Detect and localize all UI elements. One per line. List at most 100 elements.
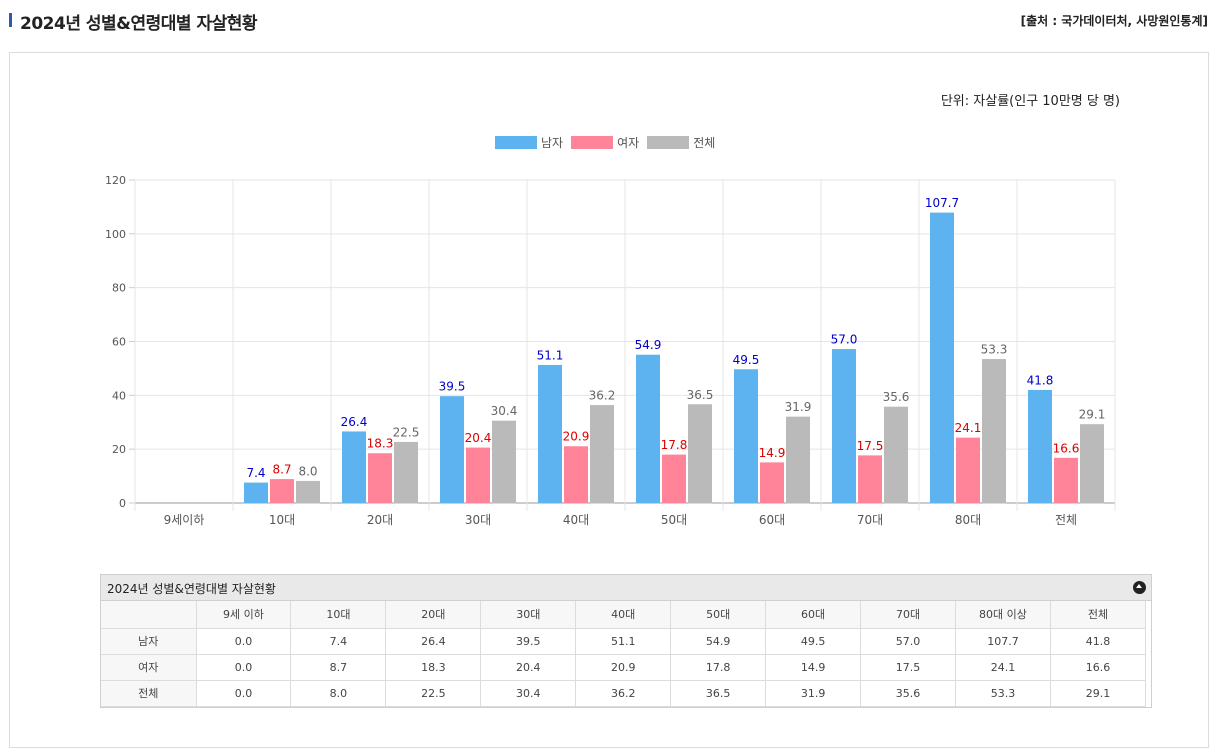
legend-item-female[interactable]: 여자	[571, 134, 639, 151]
table-cell: 24.1	[955, 654, 1051, 681]
legend-item-total[interactable]: 전체	[647, 134, 715, 151]
table-cell: 18.3	[385, 654, 482, 681]
bar-female	[858, 455, 882, 504]
legend-swatch-total	[647, 135, 690, 149]
legend-label-total: 전체	[693, 135, 716, 150]
source-citation: [출처 : 국가데이터처, 사망원인통계]	[1020, 14, 1208, 28]
x-tick-label: 50대	[661, 513, 687, 527]
bar-total	[1080, 424, 1104, 504]
table-row: 전체 0.0 8.0 22.5 30.4 36.2 36.5 31.9 35.6…	[101, 680, 1147, 707]
x-tick-label: 70대	[857, 513, 883, 527]
legend-label-male: 남자	[541, 135, 564, 150]
bar-total	[394, 441, 418, 504]
data-label-total: 8.0	[298, 464, 317, 478]
x-tick-label: 20대	[367, 513, 393, 527]
y-tick-label: 20	[112, 443, 126, 456]
page-header: 2024년 성별&연령대별 자살현황 [출처 : 국가데이터처, 사망원인통계]	[0, 0, 1220, 40]
page-title: 2024년 성별&연령대별 자살현황	[20, 14, 258, 34]
legend-label-female: 여자	[617, 135, 640, 150]
table-cell: 57.0	[860, 628, 956, 655]
y-tick-label: 120	[105, 174, 126, 187]
data-label-male: 26.4	[341, 415, 368, 429]
table-cell: 53.3	[955, 680, 1051, 707]
bar-male	[1028, 389, 1052, 504]
bar-total	[786, 416, 810, 504]
table-cell: 26.4	[385, 628, 482, 655]
data-label-male: 57.0	[831, 333, 858, 347]
table-header-cell: 9세 이하	[196, 601, 292, 629]
title-accent-bar	[9, 13, 12, 27]
x-tick-label: 80대	[955, 513, 981, 527]
x-tick-label: 60대	[759, 513, 785, 527]
data-label-total: 31.9	[785, 400, 812, 414]
data-label-total: 35.6	[883, 390, 910, 404]
table-cell: 31.9	[765, 680, 862, 707]
bar-male	[734, 369, 758, 504]
table-title: 2024년 성별&연령대별 자살현황	[107, 582, 276, 596]
bar-female	[956, 437, 980, 504]
table-header-bar[interactable]: 2024년 성별&연령대별 자살현황	[101, 575, 1151, 601]
chart-legend: 남자 여자 전체	[495, 133, 723, 151]
y-tick-label: 100	[105, 228, 126, 241]
table-header-cell: 20대	[385, 601, 482, 629]
y-tick-label: 40	[112, 389, 126, 402]
data-label-total: 29.1	[1079, 408, 1106, 422]
x-tick-label: 10대	[269, 513, 295, 527]
data-label-total: 36.5	[687, 388, 714, 402]
data-label-male: 39.5	[439, 380, 466, 394]
data-label-female: 16.6	[1053, 441, 1080, 455]
table-header-row: 9세 이하 10대 20대 30대 40대 50대 60대 70대 80대 이상…	[101, 601, 1147, 629]
table-cell: 36.2	[575, 680, 672, 707]
table-cell: 0.0	[196, 628, 292, 655]
table-cell: 35.6	[860, 680, 956, 707]
data-label-total: 30.4	[491, 404, 518, 418]
bar-total	[688, 404, 712, 504]
table-cell: 14.9	[765, 654, 862, 681]
collapse-icon[interactable]	[1133, 581, 1146, 594]
table-cell: 51.1	[575, 628, 672, 655]
bar-total	[884, 406, 908, 504]
data-label-female: 8.7	[272, 463, 291, 477]
bar-female	[1054, 457, 1078, 504]
legend-item-male[interactable]: 남자	[495, 134, 563, 151]
x-tick-label: 40대	[563, 513, 589, 527]
data-label-female: 24.1	[955, 421, 982, 435]
bar-total	[590, 405, 614, 504]
data-label-male: 107.7	[925, 196, 959, 210]
table-row-label: 전체	[101, 680, 197, 707]
bar-total	[296, 480, 320, 504]
data-label-male: 51.1	[537, 348, 564, 362]
data-table-box: 2024년 성별&연령대별 자살현황 9세 이하 10대 20대 30대 40대…	[100, 574, 1152, 708]
x-tick-label: 30대	[465, 513, 491, 527]
legend-swatch-male	[495, 135, 537, 149]
data-label-female: 17.5	[857, 439, 884, 453]
table-row: 여자 0.0 8.7 18.3 20.4 20.9 17.8 14.9 17.5…	[101, 654, 1147, 681]
data-label-male: 41.8	[1027, 373, 1054, 387]
table-header-cell: 70대	[860, 601, 956, 629]
data-label-female: 20.9	[563, 430, 590, 444]
data-label-male: 7.4	[246, 466, 265, 480]
table-header-cell: 30대	[480, 601, 577, 629]
table-cell: 0.0	[196, 680, 292, 707]
table-cell: 16.6	[1050, 654, 1147, 681]
bar-female	[760, 462, 784, 504]
table-header-cell: 전체	[1050, 601, 1147, 629]
table-header-cell: 10대	[290, 601, 387, 629]
y-tick-label: 60	[112, 336, 126, 349]
table-cell: 0.0	[196, 654, 292, 681]
table-cell: 17.5	[860, 654, 956, 681]
table-row-label: 여자	[101, 654, 197, 681]
bar-male	[440, 396, 464, 504]
table-header-cell: 60대	[765, 601, 862, 629]
data-label-male: 54.9	[635, 338, 662, 352]
table-row: 남자 0.0 7.4 26.4 39.5 51.1 54.9 49.5 57.0…	[101, 628, 1147, 655]
bar-total	[982, 359, 1006, 504]
table-cell: 17.8	[670, 654, 767, 681]
bar-male	[342, 431, 366, 504]
table-cell: 22.5	[385, 680, 482, 707]
table-cell: 8.0	[290, 680, 387, 707]
table-cell: 7.4	[290, 628, 387, 655]
table-header-cell: 80대 이상	[955, 601, 1051, 629]
bar-male	[636, 354, 660, 504]
